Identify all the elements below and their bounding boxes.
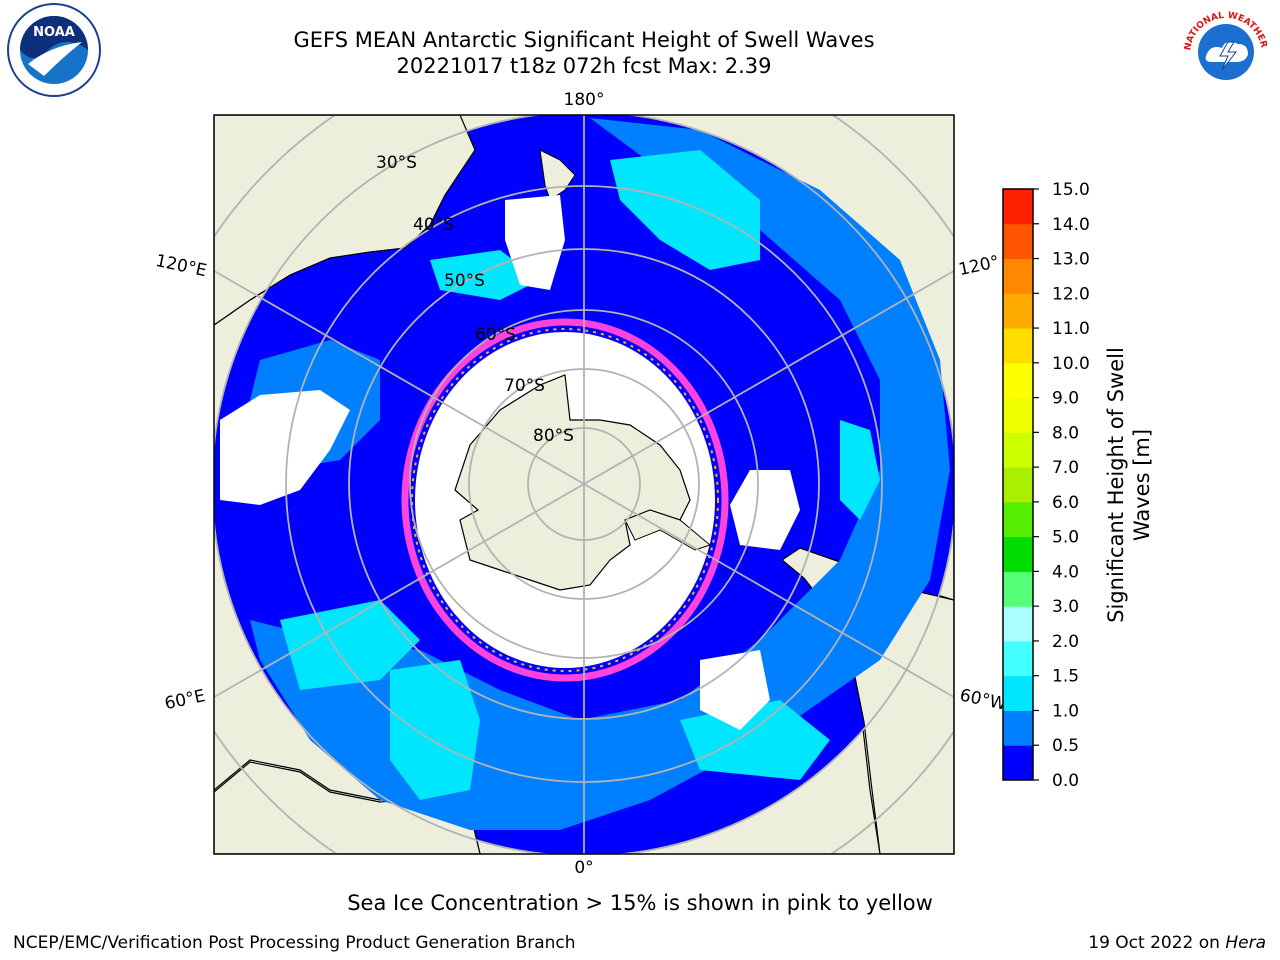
colorbar-segment <box>1003 293 1033 329</box>
colorbar-segment <box>1003 189 1033 225</box>
white-region-right <box>730 470 800 550</box>
colorbar-tick-label: 1.5 <box>1052 667 1079 687</box>
colorbar-label-line2: Waves [m] <box>1130 429 1154 541</box>
colorbar-tick-label: 14.0 <box>1052 215 1090 235</box>
colorbar-segment <box>1003 745 1033 781</box>
swell-patch-cyan-2 <box>840 420 880 520</box>
colorbar-segment <box>1003 432 1033 468</box>
colorbar-tick-label: 0.5 <box>1052 736 1079 756</box>
map-area <box>214 115 954 854</box>
sea-ice-inner-edge <box>411 328 719 672</box>
colorbar-tick-label: 2.0 <box>1052 632 1079 652</box>
colorbar-segment <box>1003 606 1033 642</box>
noaa-logo: NOAA <box>7 3 101 97</box>
swell-band-mid <box>250 118 950 830</box>
colorbar-segment <box>1003 258 1033 294</box>
sea-ice-edge <box>401 318 729 682</box>
colorbar-segment <box>1003 223 1033 260</box>
colorbar-tick-label: 13.0 <box>1052 250 1090 270</box>
colorbar-tick-label: 0.0 <box>1052 771 1079 791</box>
lon-label-0: 0° <box>574 858 593 878</box>
colorbar-frame <box>1002 188 1034 781</box>
sea-ice-note: Sea Ice Concentration > 15% is shown in … <box>347 891 933 915</box>
colorbar-segment <box>1003 675 1033 711</box>
colorbar-tick-label: 10.0 <box>1052 354 1090 374</box>
chart-title: GEFS MEAN Antarctic Significant Height o… <box>293 28 875 52</box>
colorbar-tick-label: 3.0 <box>1052 597 1079 617</box>
colorbar-segment <box>1003 397 1033 433</box>
noaa-logo-text: NOAA <box>33 25 75 40</box>
swell-patch-cyan-1 <box>610 150 760 270</box>
colorbar-segment <box>1003 571 1033 607</box>
lon-label-60w: 60°W <box>958 685 1008 714</box>
colorbar-tick-label: 6.0 <box>1052 493 1079 513</box>
colorbar-tick-label: 15.0 <box>1052 180 1090 200</box>
colorbar-segment <box>1003 640 1033 677</box>
colorbar-segment <box>1003 467 1033 503</box>
lon-label-60e: 60°E <box>163 686 207 714</box>
colorbar-segment <box>1003 328 1033 364</box>
colorbar-tick-label: 9.0 <box>1052 389 1079 409</box>
footer-branch: NCEP/EMC/Verification Post Processing Pr… <box>13 933 576 953</box>
colorbar-tick-label: 11.0 <box>1052 319 1090 339</box>
colorbar-tick-label: 4.0 <box>1052 562 1079 582</box>
lat-label-30s: 30°S <box>376 153 417 173</box>
footer-date: 19 Oct 2022 on Hera <box>1088 933 1266 953</box>
lon-label-120w: 120° <box>957 252 1001 280</box>
swell-patch-cyan-4 <box>280 600 420 690</box>
lon-label-120e: 120°E <box>154 251 209 281</box>
lat-label-40s: 40°S <box>413 215 454 235</box>
nws-logo: NATIONAL WEATHER SERVICE <box>1176 0 1273 97</box>
colorbar-tick-label: 8.0 <box>1052 423 1079 443</box>
lat-label-80s: 80°S <box>533 426 574 446</box>
swell-patch-cyan-6 <box>680 700 830 780</box>
lat-label-60s: 60°S <box>475 325 516 345</box>
map-frame <box>213 114 955 855</box>
colorbar-label-line1: Significant Height of Swell <box>1104 347 1128 623</box>
white-region-top <box>505 195 565 290</box>
white-region-left <box>220 390 350 505</box>
swell-patch-cyan-3 <box>390 660 480 800</box>
colorbar-segment <box>1003 710 1033 746</box>
colorbar-segment <box>1003 362 1033 399</box>
colorbar-tick-label: 1.0 <box>1052 701 1079 721</box>
graticule <box>214 115 954 854</box>
colorbar-tick-label: 5.0 <box>1052 528 1079 548</box>
chart-subtitle: 20221017 t18z 072h fcst Max: 2.39 <box>396 54 772 78</box>
lon-label-180: 180° <box>564 90 605 110</box>
white-region-lower-right <box>700 650 770 730</box>
colorbar-segment <box>1003 536 1033 572</box>
land-australia-overlay <box>214 115 476 326</box>
colorbar-tick-label: 7.0 <box>1052 458 1079 478</box>
colorbar-segment <box>1003 501 1033 538</box>
lat-label-70s: 70°S <box>504 376 545 396</box>
lat-label-50s: 50°S <box>444 271 485 291</box>
footer-host: Hera <box>1225 933 1266 953</box>
footer-date-text: 19 Oct 2022 on <box>1088 933 1226 953</box>
colorbar: 0.0 0.5 1.0 1.5 2.0 3.0 4.0 5.0 6.0 7.0 8.0 9.0 10.0… <box>1002 180 1090 791</box>
colorbar-tick-label: 12.0 <box>1052 284 1090 304</box>
